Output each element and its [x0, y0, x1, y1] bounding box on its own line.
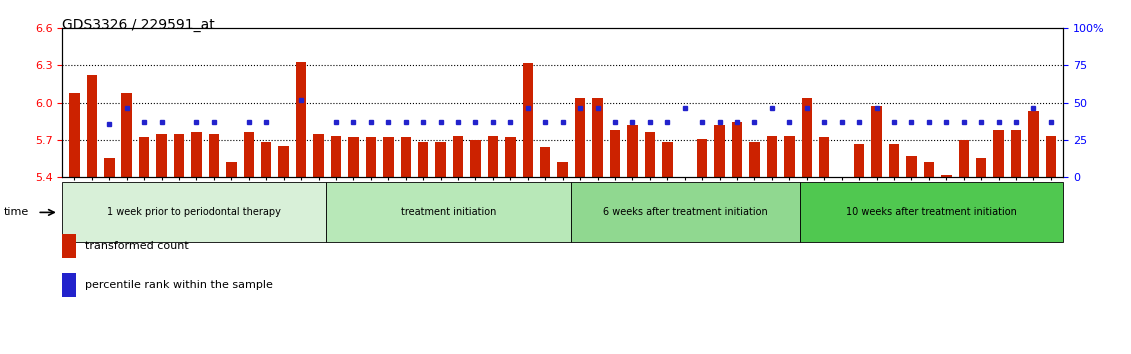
Bar [452, 136, 464, 177]
Bar [139, 137, 149, 177]
Bar [383, 137, 394, 177]
Bar [435, 142, 446, 177]
Bar [941, 175, 951, 177]
Bar [715, 125, 725, 177]
Text: time: time [3, 207, 28, 217]
Text: 1 week prior to periodontal therapy: 1 week prior to periodontal therapy [107, 207, 280, 217]
Bar [313, 134, 323, 177]
Bar [209, 134, 219, 177]
Bar [645, 132, 655, 177]
Bar [470, 140, 481, 177]
Bar [958, 140, 969, 177]
Bar [906, 156, 916, 177]
Bar [104, 159, 114, 177]
Bar [365, 137, 377, 177]
Bar [400, 137, 411, 177]
Bar [1011, 130, 1021, 177]
Bar [278, 146, 288, 177]
Bar [628, 125, 638, 177]
Bar [662, 142, 673, 177]
Bar [854, 144, 864, 177]
Text: transformed count: transformed count [85, 241, 189, 251]
Bar [819, 137, 829, 177]
Text: 10 weeks after treatment initiation: 10 weeks after treatment initiation [846, 207, 1017, 217]
Bar [575, 98, 586, 177]
Bar [191, 132, 201, 177]
Bar [593, 98, 603, 177]
Bar [348, 137, 359, 177]
Text: 6 weeks after treatment initiation: 6 weeks after treatment initiation [603, 207, 768, 217]
Bar [156, 134, 167, 177]
Text: percentile rank within the sample: percentile rank within the sample [85, 280, 273, 290]
Bar [1046, 136, 1056, 177]
Bar [1028, 112, 1038, 177]
Bar [539, 147, 551, 177]
Bar [697, 139, 707, 177]
Bar [523, 63, 533, 177]
Bar [296, 62, 307, 177]
Bar [487, 136, 498, 177]
Bar [261, 142, 271, 177]
Bar [924, 162, 934, 177]
Bar [802, 98, 812, 177]
Bar [558, 162, 568, 177]
Bar [69, 93, 79, 177]
Bar [784, 136, 795, 177]
Bar [226, 162, 236, 177]
Bar [767, 136, 777, 177]
Bar [610, 130, 620, 177]
Bar [87, 75, 97, 177]
Bar [871, 107, 882, 177]
Bar [732, 122, 742, 177]
Bar [993, 130, 1004, 177]
Bar [243, 132, 254, 177]
Bar [174, 134, 184, 177]
Bar [121, 93, 132, 177]
Bar [506, 137, 516, 177]
Text: treatment initiation: treatment initiation [400, 207, 497, 217]
Text: GDS3326 / 229591_at: GDS3326 / 229591_at [62, 18, 215, 32]
Bar [976, 159, 986, 177]
Bar [330, 136, 342, 177]
Bar [418, 142, 429, 177]
Bar [749, 142, 760, 177]
Bar [889, 144, 899, 177]
